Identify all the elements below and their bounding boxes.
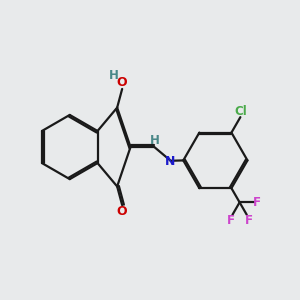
- Text: F: F: [253, 196, 261, 209]
- Text: H: H: [150, 134, 160, 147]
- Text: H: H: [109, 69, 119, 82]
- Text: N: N: [165, 155, 175, 168]
- Text: Cl: Cl: [235, 105, 247, 118]
- Text: F: F: [227, 214, 235, 226]
- Text: O: O: [117, 205, 128, 218]
- Text: F: F: [245, 214, 253, 226]
- Text: O: O: [117, 76, 128, 89]
